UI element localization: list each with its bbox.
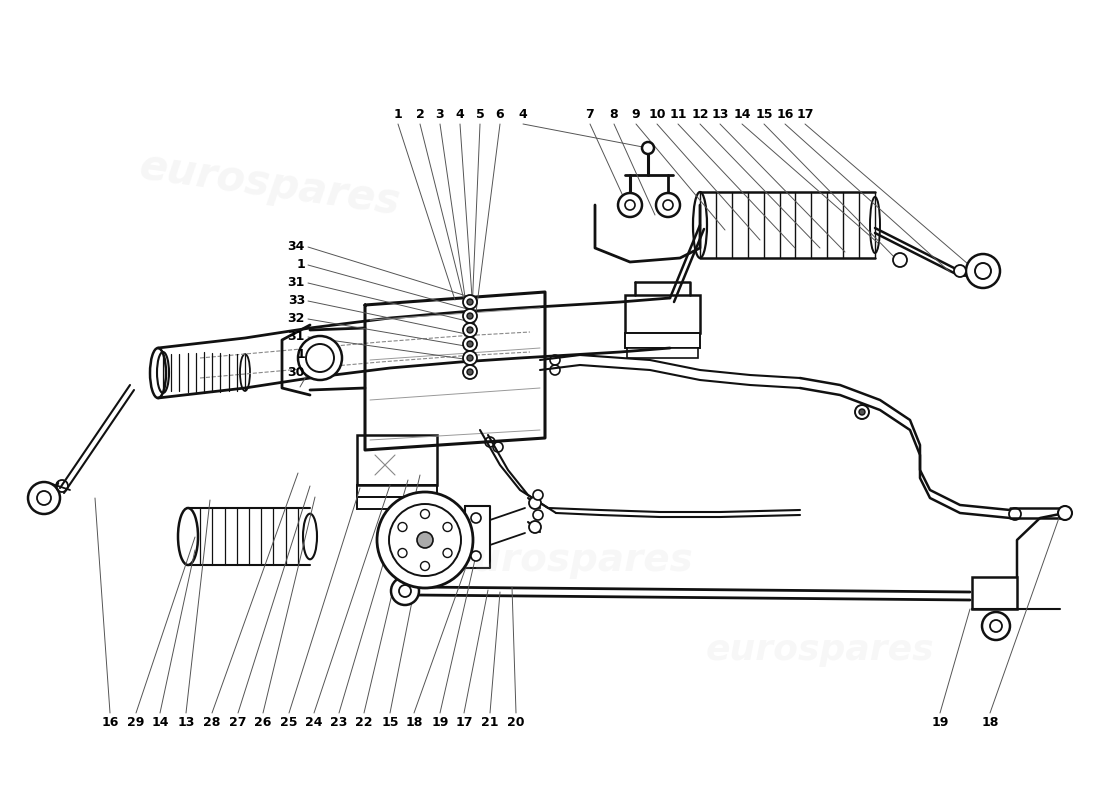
Text: 17: 17	[796, 109, 814, 122]
Text: 28: 28	[204, 715, 221, 729]
Circle shape	[468, 327, 473, 333]
Text: 14: 14	[152, 715, 168, 729]
Bar	[625, 333, 700, 348]
Bar	[972, 577, 1018, 609]
Circle shape	[966, 254, 1000, 288]
Text: 34: 34	[287, 241, 305, 254]
Text: 3: 3	[436, 109, 444, 122]
Text: 10: 10	[648, 109, 666, 122]
Circle shape	[859, 409, 865, 415]
Text: 2: 2	[416, 109, 425, 122]
Text: 24: 24	[306, 715, 322, 729]
Text: 15: 15	[756, 109, 772, 122]
Text: 4: 4	[455, 109, 464, 122]
Circle shape	[468, 299, 473, 305]
Text: 14: 14	[734, 109, 750, 122]
Text: 31: 31	[287, 277, 305, 290]
Circle shape	[28, 482, 60, 514]
Circle shape	[463, 295, 477, 309]
Text: 13: 13	[712, 109, 728, 122]
Text: eurospares: eurospares	[706, 633, 934, 667]
Circle shape	[468, 355, 473, 361]
Text: 16: 16	[777, 109, 794, 122]
Circle shape	[468, 341, 473, 347]
Bar	[358, 485, 437, 497]
Circle shape	[656, 193, 680, 217]
Text: 1: 1	[394, 109, 403, 122]
Text: 27: 27	[229, 715, 246, 729]
Circle shape	[618, 193, 642, 217]
Text: eurospares: eurospares	[136, 146, 404, 224]
Text: 7: 7	[585, 109, 594, 122]
Bar	[627, 348, 698, 358]
Text: 31: 31	[287, 330, 305, 343]
Circle shape	[534, 510, 543, 520]
Circle shape	[642, 142, 654, 154]
Text: 13: 13	[177, 715, 195, 729]
Circle shape	[855, 405, 869, 419]
Text: 19: 19	[431, 715, 449, 729]
Circle shape	[298, 336, 342, 380]
Circle shape	[893, 253, 907, 267]
Text: 8: 8	[609, 109, 618, 122]
Circle shape	[468, 313, 473, 319]
Bar	[625, 295, 700, 333]
Text: 12: 12	[691, 109, 708, 122]
Text: 1: 1	[296, 258, 305, 271]
Ellipse shape	[178, 508, 198, 565]
Text: 15: 15	[382, 715, 398, 729]
Text: 20: 20	[507, 715, 525, 729]
Circle shape	[463, 365, 477, 379]
Text: 21: 21	[482, 715, 498, 729]
Text: 18: 18	[405, 715, 422, 729]
Text: 25: 25	[280, 715, 298, 729]
Bar	[358, 497, 437, 509]
Circle shape	[463, 323, 477, 337]
Circle shape	[463, 351, 477, 365]
Text: 16: 16	[101, 715, 119, 729]
Text: 29: 29	[128, 715, 145, 729]
Text: 26: 26	[254, 715, 272, 729]
Circle shape	[463, 337, 477, 351]
Text: 17: 17	[455, 715, 473, 729]
Text: 30: 30	[287, 366, 305, 379]
Circle shape	[468, 369, 473, 375]
Circle shape	[390, 577, 419, 605]
Text: 5: 5	[475, 109, 484, 122]
Text: 23: 23	[330, 715, 348, 729]
Text: 32: 32	[287, 313, 305, 326]
Text: eurospares: eurospares	[447, 541, 693, 579]
Text: 18: 18	[981, 715, 999, 729]
Text: 6: 6	[496, 109, 504, 122]
Circle shape	[1058, 506, 1072, 520]
Text: 9: 9	[631, 109, 640, 122]
Text: 19: 19	[932, 715, 948, 729]
Text: 1: 1	[296, 349, 305, 362]
Circle shape	[471, 513, 481, 523]
Circle shape	[529, 497, 541, 509]
Circle shape	[463, 309, 477, 323]
Circle shape	[377, 492, 473, 588]
Circle shape	[534, 490, 543, 500]
Text: 4: 4	[518, 109, 527, 122]
Circle shape	[529, 521, 541, 533]
Text: 22: 22	[355, 715, 373, 729]
Circle shape	[471, 551, 481, 561]
Circle shape	[982, 612, 1010, 640]
Text: 11: 11	[669, 109, 686, 122]
Bar	[358, 435, 437, 485]
Circle shape	[954, 265, 966, 277]
Circle shape	[417, 532, 433, 548]
Text: 33: 33	[288, 294, 305, 307]
